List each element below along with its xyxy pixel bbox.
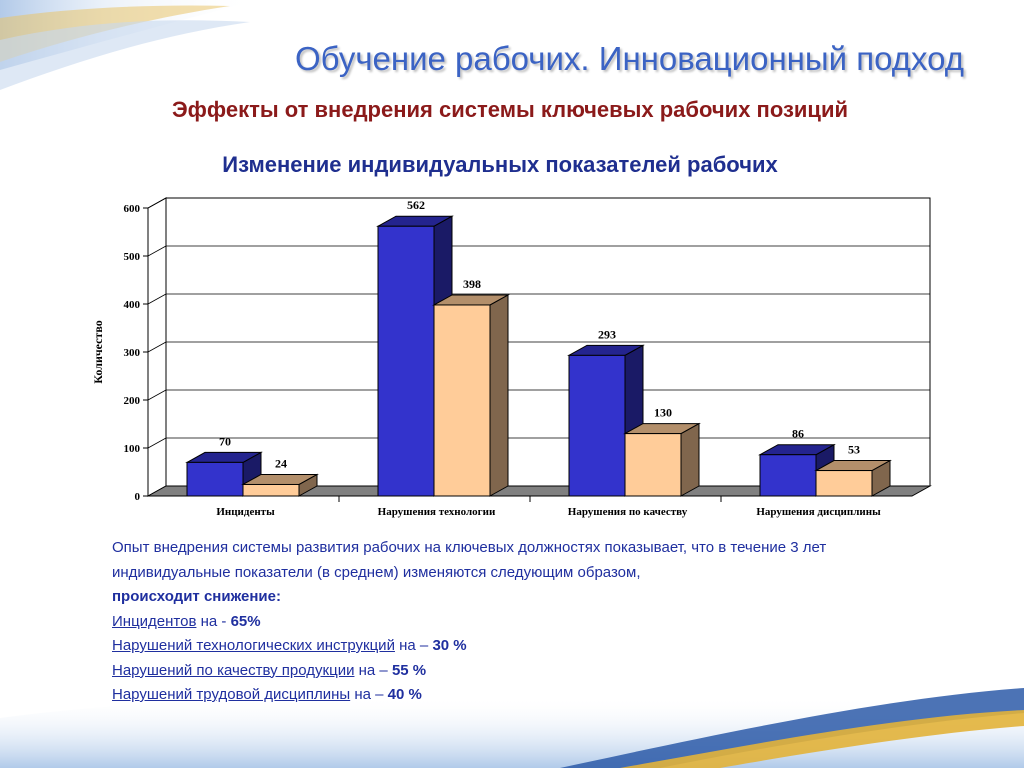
data-label: 398 (463, 277, 481, 291)
y-axis-label: Количество (91, 320, 105, 383)
reduction-list: Инцидентов на - 65% Нарушений технологиче… (112, 610, 932, 708)
x-tick-label: Нарушения дисциплины (756, 506, 881, 518)
gridline-side (147, 437, 167, 449)
bar (377, 225, 435, 497)
bar (759, 454, 817, 497)
reduction-item-name: Нарушений технологических инструкций (112, 637, 395, 654)
y-tick-label: 0 (135, 491, 141, 503)
data-label: 130 (654, 406, 672, 420)
reduction-item: Нарушений трудовой дисциплины на – 40 % (112, 683, 932, 708)
gridline-side (147, 293, 167, 305)
reduction-item-name: Нарушений трудовой дисциплины (112, 686, 351, 703)
reduction-item-name: Инцидентов (112, 612, 197, 630)
data-label: 293 (598, 327, 616, 341)
reduction-item: Нарушений технологических инструкций на … (112, 634, 932, 659)
summary-emphasis: происходит снижение: (112, 588, 281, 605)
gridline-side (147, 341, 167, 353)
y-tick-label: 600 (124, 203, 141, 215)
reduction-item-name: Нарушений по качеству продукции (112, 661, 355, 679)
reduction-item-sep: на – (350, 686, 388, 703)
reduction-item: Инцидентов на - 65% (112, 610, 932, 635)
bar (433, 304, 491, 497)
y-tick-label: 300 (124, 347, 141, 359)
bar (242, 483, 300, 497)
reduction-item-sep: на - (196, 612, 231, 630)
summary-intro: Опыт внедрения системы развития рабочих … (112, 539, 827, 581)
summary-text: Опыт внедрения системы развития рабочих … (112, 536, 932, 708)
data-label: 70 (219, 434, 231, 448)
x-tick-label: Инциденты (216, 506, 275, 518)
y-tick-label: 100 (124, 443, 141, 455)
bar (815, 470, 873, 497)
reduction-item-sep: на – (394, 637, 433, 654)
bar-side (489, 294, 509, 497)
reduction-item-value: 55 % (391, 661, 427, 679)
reduction-item-value: 30 % (432, 637, 467, 654)
data-label: 86 (792, 427, 804, 441)
y-tick-label: 500 (124, 251, 141, 263)
reduction-item-value: 40 % (387, 686, 422, 703)
gridline-side (147, 389, 167, 401)
bar-side (680, 422, 700, 497)
bar (186, 461, 244, 497)
gridline-side (147, 245, 167, 257)
data-label: 53 (848, 443, 860, 457)
bar (568, 354, 626, 497)
reduction-item: Нарушений по качеству продукции на – 55 … (112, 659, 932, 684)
data-label: 562 (407, 198, 425, 212)
slide-title: Обучение рабочих. Инновационный подход (294, 40, 964, 77)
y-tick-label: 400 (124, 299, 141, 311)
bar (624, 433, 682, 497)
reduction-item-sep: на – (354, 661, 392, 679)
x-tick-label: Нарушения по качеству (568, 506, 688, 518)
y-tick-label: 200 (124, 395, 141, 407)
x-tick-label: Нарушения технологии (378, 506, 496, 518)
reduction-item-value: 65% (230, 612, 261, 630)
slide-subtitle: Эффекты от внедрения системы ключевых ра… (171, 97, 849, 122)
gridline-side (147, 197, 167, 209)
chart-heading: Изменение индивидуальных показателей раб… (222, 152, 778, 177)
data-label: 24 (275, 456, 287, 470)
